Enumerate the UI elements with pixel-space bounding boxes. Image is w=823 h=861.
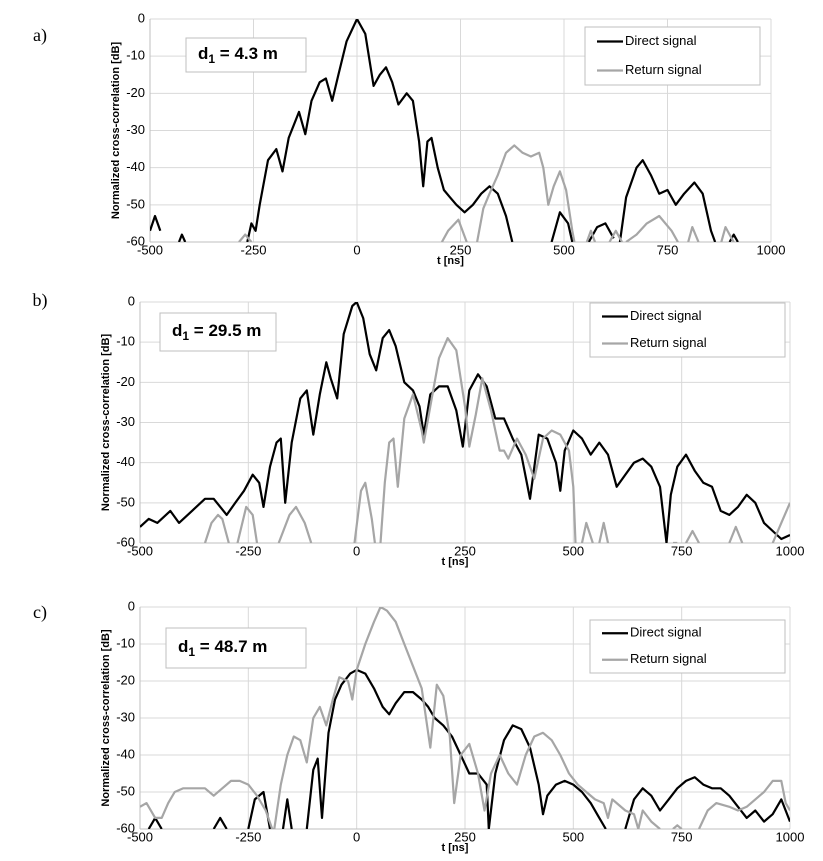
annotation-subscript: 1 — [208, 52, 215, 66]
annotation: d1 = 29.5 m — [172, 321, 261, 343]
legend-label: Direct signal — [630, 625, 702, 640]
annotation-symbol: d — [198, 44, 208, 63]
x-tick-label: -250 — [240, 242, 266, 257]
y-tick-label: -40 — [116, 746, 135, 761]
y-axis-title: Normalized cross-correlation [dB] — [100, 629, 112, 807]
x-tick-label: 0 — [353, 242, 360, 257]
y-tick-label: -50 — [116, 783, 135, 798]
x-tick-label: 250 — [454, 829, 476, 844]
data-line — [140, 302, 790, 543]
x-tick-label: 0 — [353, 543, 360, 558]
data-line — [238, 144, 735, 242]
x-tick-label: 750 — [657, 242, 679, 257]
y-axis-title: Normalized cross-correlation [dB] — [110, 42, 122, 220]
x-tick-label: 500 — [553, 242, 575, 257]
y-tick-label: -40 — [116, 454, 135, 469]
x-tick-label: 500 — [562, 543, 584, 558]
annotation-box — [185, 37, 307, 73]
legend-box — [584, 26, 761, 86]
data-line — [150, 19, 739, 242]
x-tick-label: -250 — [235, 543, 261, 558]
x-axis-title: t [ns] — [437, 255, 464, 267]
annotation-symbol: d — [172, 321, 182, 340]
y-axis-title: Normalized cross-correlation [dB] — [100, 334, 112, 512]
y-tick-label: -50 — [126, 196, 145, 211]
data-line — [147, 668, 790, 829]
annotation-subscript: 1 — [188, 645, 195, 659]
y-tick-label: -30 — [116, 709, 135, 724]
y-tick-label: -20 — [116, 672, 135, 687]
chart-panel: b) 0 -10 -20 -30 -40 -50 -60-500 -250 0 250 500 750 1… — [33, 290, 805, 568]
x-tick-label: 0 — [353, 829, 360, 844]
x-axis-title: t [ns] — [442, 842, 469, 854]
panel-label: c) — [33, 602, 47, 623]
x-tick-label: -250 — [235, 829, 261, 844]
x-tick-label: -500 — [127, 829, 153, 844]
x-axis-title: t [ns] — [442, 556, 469, 568]
y-tick-label: -20 — [116, 374, 135, 389]
annotation-box — [165, 627, 307, 669]
x-tick-label: 250 — [454, 543, 476, 558]
y-tick-label: -30 — [126, 122, 145, 137]
x-tick-label: -500 — [127, 543, 153, 558]
y-tick-label: -10 — [126, 48, 145, 63]
annotation: d1 = 4.3 m — [198, 44, 278, 66]
y-tick-label: -60 — [116, 820, 135, 835]
y-tick-label: 0 — [138, 10, 145, 25]
annotation: d1 = 48.7 m — [178, 637, 267, 659]
x-tick-label: -500 — [137, 242, 163, 257]
y-tick-label: -20 — [126, 85, 145, 100]
x-tick-label: 1000 — [776, 543, 805, 558]
panel-label: a) — [33, 25, 47, 46]
y-tick-label: -60 — [116, 534, 135, 549]
y-tick-label: -50 — [116, 494, 135, 509]
legend-label: Return signal — [630, 651, 707, 666]
y-tick-label: 0 — [128, 293, 135, 308]
x-tick-label: 500 — [562, 829, 584, 844]
x-tick-label: 1000 — [757, 242, 786, 257]
y-tick-label: -10 — [116, 334, 135, 349]
legend-box — [589, 302, 786, 358]
data-line — [140, 607, 790, 829]
legend-box — [589, 619, 786, 674]
x-tick-label: 1000 — [776, 829, 805, 844]
annotation-symbol: d — [178, 637, 188, 656]
chart-panel: c) 0 -10 -20 -30 -40 -50 -60-500 -250 0 250 500 750 1… — [33, 598, 804, 853]
x-tick-label: 250 — [450, 242, 472, 257]
chart-panel: a) 0 -10 -20 -30 -40 -50 -60-500 -250 0 250 500 750 1… — [33, 10, 785, 266]
y-tick-label: -40 — [126, 159, 145, 174]
y-tick-label: 0 — [128, 598, 135, 613]
annotation-text: = 48.7 m — [195, 637, 267, 656]
panel-label: b) — [33, 290, 48, 311]
y-tick-label: -10 — [116, 635, 135, 650]
annotation-subscript: 1 — [182, 329, 189, 343]
legend-label: Return signal — [625, 62, 702, 77]
y-tick-label: -60 — [126, 233, 145, 248]
data-line — [203, 337, 790, 543]
x-tick-label: 750 — [671, 543, 693, 558]
annotation-text: = 29.5 m — [189, 321, 261, 340]
y-tick-label: -30 — [116, 414, 135, 429]
annotation-text: = 4.3 m — [215, 44, 278, 63]
annotation-box — [159, 312, 277, 352]
legend-label: Return signal — [630, 335, 707, 350]
x-tick-label: 750 — [671, 829, 693, 844]
legend-label: Direct signal — [630, 308, 702, 323]
legend-label: Direct signal — [625, 33, 697, 48]
